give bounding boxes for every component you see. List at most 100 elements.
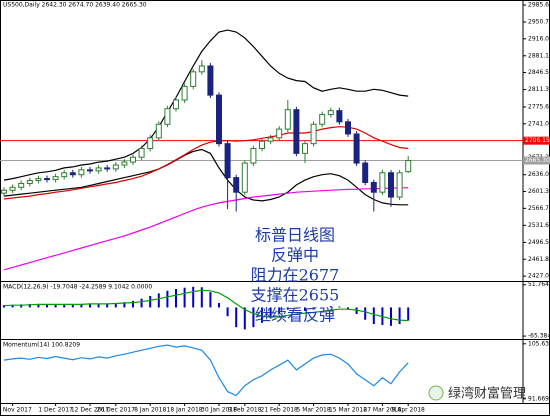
macd-bar [11, 304, 14, 308]
candle-body [112, 164, 119, 170]
x-tick-label: 30 Jan 2018 [201, 407, 237, 414]
macd-bar [347, 307, 349, 310]
macd-bar [243, 307, 246, 330]
macd-bar [295, 307, 298, 309]
candle-body [104, 167, 111, 170]
candle-body [259, 140, 265, 150]
candle-body [18, 182, 25, 188]
macd-bar [140, 298, 143, 308]
candle-body [353, 133, 360, 164]
candle-body [26, 180, 33, 184]
candle-body [284, 109, 291, 130]
macd-bar [338, 306, 341, 308]
level-label-box [523, 136, 550, 145]
macd-bar [63, 303, 66, 308]
macd-bar [390, 307, 392, 326]
candle-body [69, 172, 76, 176]
x-tick-label: 21 Nov 2017 [0, 407, 32, 414]
y-tick-label: 2496.55 [528, 239, 550, 246]
annotation: 继续看反弹 [255, 306, 335, 325]
panel-title: Momentum(14) 100.8209 [3, 342, 80, 349]
candle-body [267, 137, 274, 142]
y-tick-label: 2811.35 [528, 86, 550, 93]
macd-bar [183, 287, 186, 308]
x-tick-label: 26 Dec 2017 [97, 407, 136, 414]
y-tick-label: 2741.00 [528, 120, 550, 127]
macd-bar [304, 307, 306, 311]
macd-bar [54, 304, 57, 308]
candle-body [345, 121, 351, 135]
y-tick-label: 91.6692 [528, 395, 550, 402]
series-line [3, 126, 409, 200]
candle-body [52, 176, 59, 181]
macd-bar [46, 304, 48, 308]
candle-body [388, 172, 394, 198]
candle-body [293, 109, 300, 154]
candle-body [155, 123, 162, 139]
candle-body [310, 123, 317, 145]
y-tick-label: 2881.10 [528, 52, 550, 59]
x-tick-label: 12 Dec 2017 [71, 407, 110, 414]
candle-body [302, 143, 308, 154]
candle-body [147, 137, 154, 150]
panel-title: US500,Daily 2642.30 2674.70 2639.40 2665… [3, 2, 147, 9]
macd-bar [312, 307, 315, 310]
watermark: 绿湾财富管理 [448, 386, 526, 402]
macd-bar [372, 307, 375, 325]
candle-body [370, 181, 377, 193]
macd-bar [97, 303, 100, 308]
y-tick-label: -65.3848 [528, 333, 550, 340]
candle-body [138, 148, 145, 158]
macd-bar [3, 305, 5, 308]
x-tick-label: 1 Dec 2017 [38, 407, 73, 414]
macd-bar [149, 296, 152, 308]
y-tick-label: 2985.65 [528, 2, 550, 9]
series-line [3, 187, 409, 271]
y-tick-label: 2531.65 [528, 222, 550, 229]
macd-bar [226, 307, 229, 317]
macd-bar [278, 307, 281, 315]
candle-body [121, 161, 128, 166]
macd-bar [209, 292, 212, 308]
candle-body [276, 128, 283, 139]
x-tick-label: 15 Mar 2018 [329, 407, 367, 414]
candle-body [173, 99, 179, 110]
candle-body [87, 169, 93, 172]
y-tick-label: 2461.80 [528, 256, 550, 263]
candle-body [233, 177, 240, 193]
panel-title: MACD(12,26,9) -19.7048 -24.2589 9.1042 0… [3, 284, 152, 291]
y-tick-label: 2846.50 [528, 69, 550, 76]
macd-bar [89, 303, 91, 308]
x-tick-label: 9 Apr 2018 [392, 407, 425, 414]
level-label-box [523, 156, 550, 165]
candle-body [164, 108, 171, 125]
series-line [3, 289, 409, 322]
y-tick-label: 51.7646 [528, 281, 550, 288]
candle-body [1, 189, 7, 194]
macd-bar [157, 293, 160, 308]
candle-body [379, 172, 386, 193]
series-line [3, 148, 409, 206]
candle-body [362, 162, 369, 183]
annotation: 支撑在2655 [251, 286, 340, 305]
candle-body [190, 71, 197, 87]
y-tick-label: 105.6384 [528, 340, 550, 347]
macd-bar [114, 303, 117, 308]
candle-body [207, 65, 214, 96]
macd-bar [28, 303, 31, 308]
macd-bar [364, 307, 367, 320]
candle-body [181, 85, 188, 101]
level-label: 2665.30 [525, 157, 550, 164]
candle-body [396, 172, 403, 198]
annotation: 标普日线图 [255, 226, 335, 245]
candle-body [327, 110, 334, 116]
candle-body [95, 167, 102, 172]
macd-bar [329, 306, 332, 308]
candle-body [216, 94, 222, 145]
macd-bar [166, 290, 169, 308]
macd-bar [200, 287, 203, 308]
x-tick-label: 5 Mar 2018 [296, 407, 330, 414]
